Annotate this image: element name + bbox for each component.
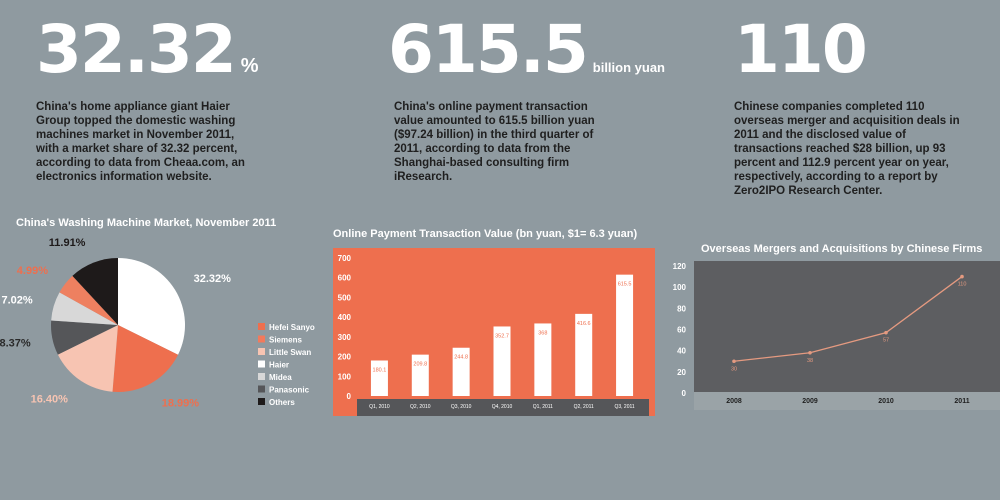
bar (452, 347, 470, 396)
line-x-axis-band (694, 392, 1000, 410)
bar-y-tick-label: 700 (338, 254, 352, 263)
pie-data-label: 11.91% (49, 237, 86, 249)
legend-label: Hefei Sanyo (269, 323, 315, 332)
line-y-tick-label: 40 (677, 347, 686, 356)
line-chart: 0 20 40 60 80 100 120 30 2008 38 2009 57 2010 110 2011 (673, 261, 1000, 410)
line-data-label: 110 (958, 282, 967, 288)
line-x-tick-label: 2010 (878, 398, 894, 405)
pie-slice-midea (51, 292, 118, 325)
bar (575, 313, 593, 396)
legend-label: Little Swan (269, 348, 311, 357)
bar-y-tick-label: 600 (338, 274, 352, 283)
pie-slice-siemens (112, 325, 179, 392)
pie-chart: 32.32% 18.99% 16.40% 8.37% 7.02% 4.99% 11.91% H… (0, 237, 315, 409)
bar-data-label: 209.8 (413, 362, 427, 368)
line-y-tick-label: 0 (682, 389, 687, 398)
legend-label: Siemens (269, 336, 302, 345)
bar-x-tick-label: Q2, 2011 (574, 404, 594, 410)
line-chart-background (694, 261, 1000, 392)
bar-data-label: 352.7 (495, 333, 509, 339)
line-y-tick-label: 120 (673, 262, 687, 271)
pie-slice-panasonic (51, 320, 118, 355)
stat-unit-1: % (240, 55, 259, 77)
bar-y-tick-label: 500 (338, 293, 352, 302)
line-y-tick-label: 100 (673, 283, 687, 292)
stat-block-1: 32.32% (36, 10, 259, 106)
stat-description-2: China's online payment transaction value… (394, 101, 595, 183)
stat-number-2: 615.5 billion yuan (388, 11, 665, 88)
line-point (960, 274, 964, 279)
legend-swatch (258, 348, 265, 355)
legend-swatch (258, 323, 265, 330)
line-point (884, 330, 888, 335)
line-series (733, 276, 963, 362)
pie-data-label: 7.02% (1, 295, 32, 307)
stat-unit-2: billion yuan (592, 60, 665, 75)
pie-data-label: 8.37% (0, 337, 31, 349)
legend-label: Others (269, 398, 295, 407)
stat-number-3: 110 (734, 11, 868, 88)
bar-y-tick-label: 200 (338, 353, 352, 362)
bar-x-axis-band (357, 399, 649, 416)
line-y-tick-label: 60 (677, 326, 686, 335)
pie-data-label: 16.40% (31, 394, 69, 406)
stat-description-1: China's home appliance giant Haier Group… (36, 101, 245, 183)
legend-swatch (258, 398, 265, 405)
bar-y-tick-label: 0 (347, 392, 352, 401)
stat-block-2: 615.5 billion yuan (388, 10, 665, 108)
line-chart-title: Overseas Mergers and Acquisitions by Chi… (701, 243, 983, 255)
bar-chart-title: Online Payment Transaction Value (bn yua… (333, 228, 638, 240)
bar-x-tick-label: Q3, 2010 (451, 404, 472, 410)
bar (493, 326, 511, 396)
line-x-tick-label: 2008 (726, 398, 742, 405)
legend-label: Haier (269, 361, 289, 370)
pie-slice-little-swan (57, 325, 118, 392)
line-y-tick-label: 80 (677, 304, 686, 313)
bar-y-tick-label: 400 (338, 313, 352, 322)
bar-y-tick-label: 300 (338, 333, 352, 342)
bar-x-tick-label: Q1, 2011 (533, 404, 553, 410)
line-data-label: 30 (731, 366, 737, 372)
line-data-label: 38 (807, 358, 813, 364)
line-point (732, 359, 736, 364)
stat-number-1: 32.32% (36, 11, 259, 88)
legend-swatch (258, 373, 265, 380)
bar-x-tick-label: Q3, 2011 (614, 404, 634, 410)
pie-slice-others (72, 258, 118, 325)
legend-swatch (258, 360, 265, 368)
line-x-tick-label: 2009 (802, 398, 818, 405)
bar-x-tick-label: Q2, 2010 (410, 404, 431, 410)
bar-data-label: 368 (538, 330, 547, 336)
line-x-tick-label: 2011 (954, 398, 969, 405)
pie-slice-hefei-sanyo (59, 275, 118, 325)
line-y-tick-label: 20 (677, 368, 686, 377)
stat-block-3: 110 (734, 10, 868, 90)
bar-y-tick-label: 100 (338, 372, 352, 381)
legend-swatch (258, 335, 265, 343)
bar-data-label: 416.6 (577, 321, 591, 327)
pie-slice-haier (118, 258, 186, 355)
bar-data-label: 615.5 (618, 282, 632, 288)
bar (616, 274, 634, 396)
bar-data-label: 180.1 (373, 367, 387, 373)
legend-label: Panasonic (269, 386, 310, 395)
bar-x-tick-label: Q4, 2010 (492, 404, 513, 410)
bar (411, 354, 429, 396)
bar (534, 323, 552, 396)
stat-description-3: Chinese companies completed 110 overseas… (734, 101, 960, 197)
bar-chart: 0 100 200 300 400 500 600 700 180.1 Q1, 2010 209.8… (333, 248, 655, 416)
legend-label: Midea (269, 373, 292, 382)
pie-data-label: 18.99% (162, 397, 200, 409)
pie-chart-title: China's Washing Machine Market, November… (16, 217, 277, 229)
legend-swatch (258, 385, 265, 393)
line-point (808, 350, 812, 355)
line-data-label: 57 (883, 338, 889, 344)
pie-data-label: 4.99% (17, 265, 48, 277)
bar-x-tick-label: Q1, 2010 (369, 404, 390, 410)
pie-data-label: 32.32% (194, 273, 232, 285)
bar (370, 360, 388, 396)
bar-data-label: 244.8 (454, 355, 468, 361)
